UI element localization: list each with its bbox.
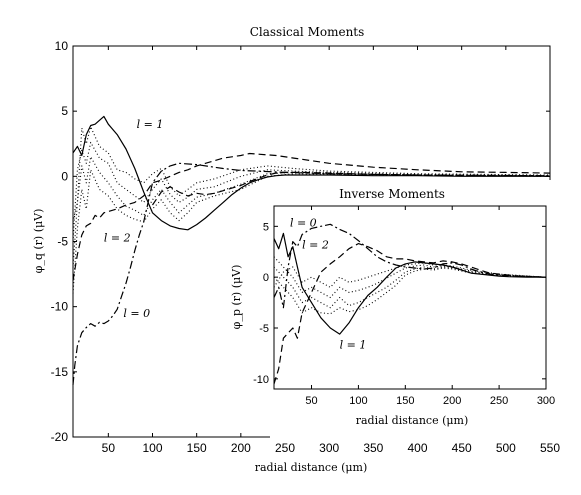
inset-y-axis-label: φ_p (r) (μV) [230,265,243,330]
x-tick-label: 450 [452,441,472,455]
x-tick-label: 150 [396,395,414,407]
x-tick-label: 50 [102,441,116,455]
series-line-dotted-4 [273,256,547,299]
annotation-label: l = 1 [137,118,164,131]
annotation-label: l = 1 [340,338,367,351]
series-line-dotted-5 [273,267,547,315]
series-line-dashed-3 [152,171,551,206]
inset-title: Inverse Moments [339,187,445,201]
y-tick-label: -15 [51,365,69,379]
axis-ticks: 50 100 150 200 250 300 350 400 450 500 550-20-15-1… [51,39,561,455]
x-tick-label: 350 [363,441,383,455]
series-line-dashdot-1 [273,223,547,309]
chart-title: Classical Moments [250,25,365,39]
x-tick-label: 100 [142,441,162,455]
x-axis-label: radial distance (μm) [255,461,368,474]
x-tick-label: 150 [187,441,207,455]
series-line-dashed-2 [273,243,547,385]
series-group [72,115,551,385]
annotation-label: l = 0 [290,216,317,229]
annotation-label: l = 0 [123,307,150,320]
classical-moments-chart: Classical Moments 50 100 150 200 250 300 350 40… [32,25,560,474]
y-tick-label: 10 [55,39,69,53]
inverse-moments-inset: Inverse Moments 50 100 150 200 250 300-10-505… [230,180,570,442]
series-line-dotted-7 [72,169,551,294]
x-tick-label: 250 [490,395,508,407]
x-tick-label: 200 [231,441,251,455]
y-tick-label: -20 [51,430,69,444]
y-axis-label: φ_q (r) (μV) [32,209,45,274]
series-line-dashdot-1 [72,162,551,385]
series-line-dotted-5 [72,141,551,242]
y-tick-label: 0 [61,169,68,183]
series-line-dotted-4 [72,126,551,223]
y-tick-label: 0 [263,272,269,284]
series-line-solid-0 [72,115,550,231]
y-tick-label: -5 [57,235,68,249]
x-tick-label: 550 [540,441,560,455]
x-tick-label: 100 [349,395,367,407]
inset-series-group [273,223,547,385]
inset-annotations: l = 0 l = 2 l = 1 [290,216,366,351]
annotation-label: l = 2 [104,232,131,245]
x-tick-label: 400 [407,441,427,455]
x-tick-label: 500 [496,441,516,455]
x-tick-label: 50 [305,395,317,407]
x-tick-label: 300 [319,441,339,455]
series-line-solid-0 [273,232,546,335]
inset-background [270,180,570,442]
y-tick-label: 5 [263,221,269,233]
inset-axis-ticks: 50 100 150 200 250 300 -10 -5 0 5 [253,206,555,407]
series-line-dotted-3 [273,266,547,309]
y-tick-label: -5 [259,323,269,335]
inset-x-axis-label: radial distance (μm) [356,414,469,427]
annotations: l = 1 l = 2 l = 0 [104,118,163,320]
y-tick-label: -10 [51,300,69,314]
annotation-label: l = 2 [302,239,329,252]
y-tick-label: 5 [61,104,68,118]
y-tick-label: -10 [253,374,269,386]
x-tick-label: 200 [443,395,461,407]
x-tick-label: 250 [275,441,295,455]
x-tick-label: 300 [537,395,555,407]
